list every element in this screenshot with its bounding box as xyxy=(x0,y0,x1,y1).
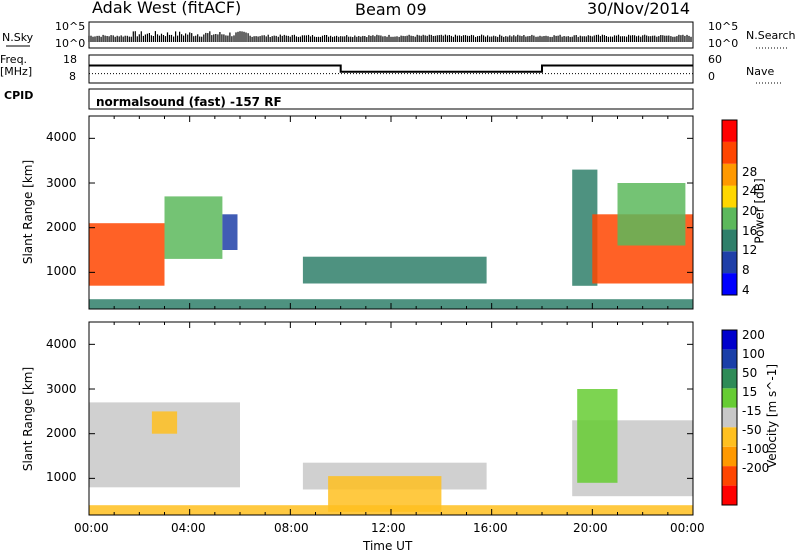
power-cell xyxy=(89,223,165,286)
cpid-text: normalsound (fast) -157 RF xyxy=(96,95,282,109)
vel-cb-tick--200: -200 xyxy=(742,461,770,475)
power-colorbar xyxy=(722,120,737,295)
power-cb-tick-24: 24 xyxy=(742,184,758,198)
power-colorbar-swatch xyxy=(722,207,737,230)
power-cell xyxy=(617,183,686,246)
power-colorbar-swatch xyxy=(722,273,737,295)
velocity-colorbar-swatch xyxy=(722,485,737,505)
power-cb-tick-20: 20 xyxy=(742,204,758,218)
vel-cb-tick--50: -50 xyxy=(742,423,762,437)
velocity-colorbar-swatch xyxy=(722,330,737,350)
power-cell xyxy=(164,196,223,259)
velocity-cell xyxy=(577,389,618,483)
radar-title: Adak West (fitACF) xyxy=(92,0,242,17)
velocity-colorbar-swatch xyxy=(722,407,737,428)
nsearch-tick-top: 10^5 xyxy=(708,20,739,33)
x-axis-label: Time UT xyxy=(363,539,413,553)
date-title: 30/Nov/2014 xyxy=(587,0,691,18)
vel-ytick-3000: 3000 xyxy=(46,382,77,396)
vel-cb-tick--100: -100 xyxy=(742,442,770,456)
nave-label: Nave xyxy=(746,65,775,78)
velocity-regions xyxy=(89,389,693,515)
power-ytick-2000: 2000 xyxy=(46,220,77,234)
power-colorbar-swatch xyxy=(722,229,737,252)
power-regions xyxy=(89,169,693,309)
velocity-colorbar-swatch xyxy=(722,446,737,467)
power-cell xyxy=(302,256,487,284)
nsearch-tick-bottom: 10^0 xyxy=(708,37,739,50)
power-colorbar-swatch xyxy=(722,141,737,164)
vel-cb-tick-100: 100 xyxy=(742,347,765,361)
velocity-colorbar-swatch xyxy=(722,427,737,447)
noise-trace xyxy=(88,31,692,42)
freq-unit-label: [MHz] xyxy=(0,65,33,78)
cpid-panel-frame xyxy=(88,88,694,110)
power-colorbar-swatch xyxy=(722,185,737,208)
power-ticks xyxy=(88,116,694,309)
vel-ytick-1000: 1000 xyxy=(46,470,77,484)
velocity-colorbar-swatch xyxy=(722,466,737,486)
vel-ytick-2000: 2000 xyxy=(46,426,77,440)
velocity-colorbar-swatch xyxy=(722,349,737,369)
velocity-colorbar xyxy=(722,330,737,505)
noise-panel-frame xyxy=(88,21,694,49)
velocity-ticks xyxy=(88,322,694,515)
freq-tick-top: 18 xyxy=(63,53,77,66)
freq-panel-frame xyxy=(88,54,694,84)
xtick-2000: 20:00 xyxy=(573,521,608,535)
velocity-colorbar-swatch xyxy=(722,368,737,389)
velocity-cell xyxy=(151,411,178,434)
freq-line xyxy=(89,64,693,73)
vel-ytick-4000: 4000 xyxy=(46,337,77,351)
power-cb-tick-16: 16 xyxy=(742,224,758,238)
power-colorbar-frame xyxy=(721,119,738,296)
power-ytick-3000: 3000 xyxy=(46,176,77,190)
nsky-tick-top: 10^5 xyxy=(55,20,86,33)
xtick-1600: 16:00 xyxy=(473,521,508,535)
vel-cb-tick-15: 15 xyxy=(742,385,758,399)
vel-cb-tick-50: 50 xyxy=(742,366,758,380)
nave-tick-top: 60 xyxy=(708,53,722,66)
power-cb-tick-28: 28 xyxy=(742,165,758,179)
xtick-1200: 12:00 xyxy=(371,521,406,535)
velocity-colorbar-frame xyxy=(721,329,738,506)
power-ytick-4000: 4000 xyxy=(46,130,77,144)
xtick-0800: 08:00 xyxy=(274,521,309,535)
xtick-0400: 04:00 xyxy=(171,521,206,535)
nave-tick-bottom: 0 xyxy=(708,70,715,83)
power-cell xyxy=(222,214,238,250)
xtick-0000: 00:00 xyxy=(74,521,109,535)
nsky-label: N.Sky xyxy=(2,31,34,44)
vel-cb-tick-200: 200 xyxy=(742,328,765,342)
nsky-tick-bottom: 10^0 xyxy=(55,37,86,50)
freq-label: Freq. xyxy=(0,53,28,66)
power-colorbar-swatch xyxy=(722,163,737,186)
power-colorbar-swatch xyxy=(722,120,737,142)
power-colorbar-swatch xyxy=(722,251,737,274)
nsearch-label: N.Search xyxy=(746,29,796,42)
power-ytick-1000: 1000 xyxy=(46,264,77,278)
velocity-colorbar-swatch xyxy=(722,388,737,408)
vel-cb-tick--15: -15 xyxy=(742,404,762,418)
power-cb-tick-4: 4 xyxy=(742,283,750,297)
power-cb-tick-8: 8 xyxy=(742,263,750,277)
beam-title: Beam 09 xyxy=(355,0,427,19)
xtick-0000-end: 00:00 xyxy=(670,521,705,535)
freq-tick-bottom: 8 xyxy=(69,70,76,83)
cpid-label: CPID xyxy=(4,89,34,102)
power-cb-tick-12: 12 xyxy=(742,243,758,257)
